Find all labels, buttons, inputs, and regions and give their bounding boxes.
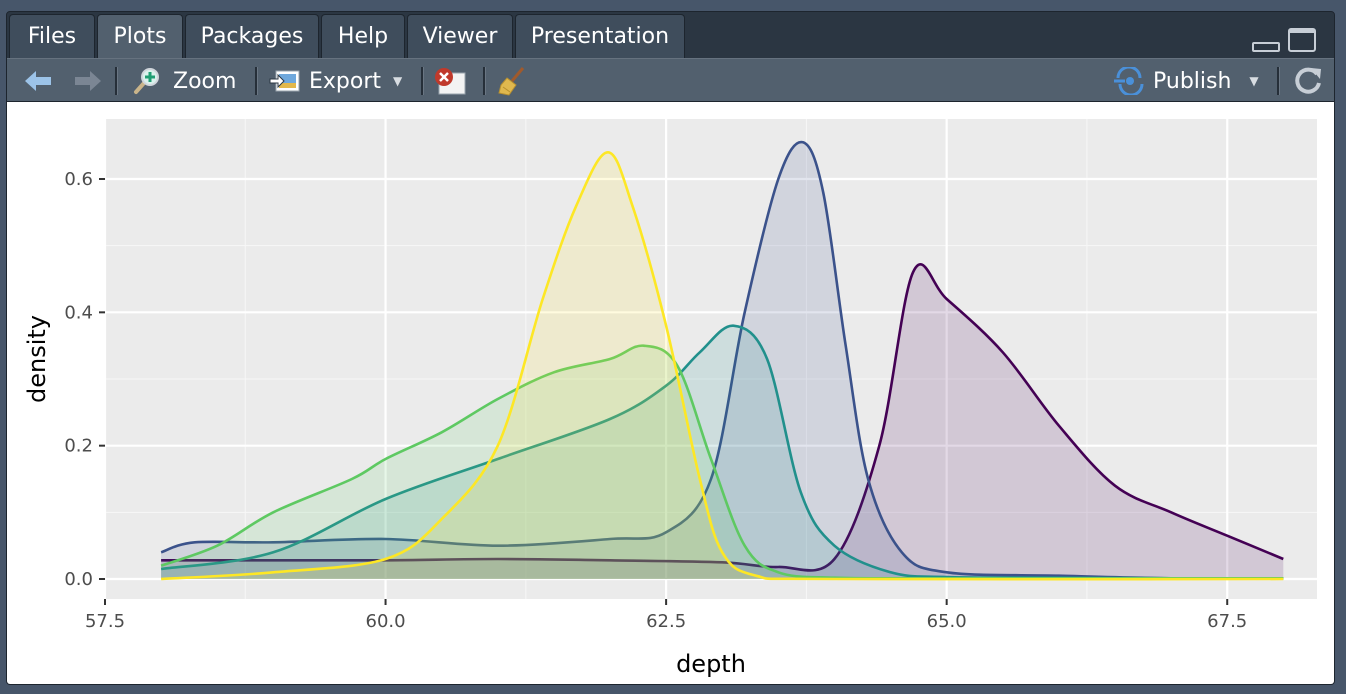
tab-label: Packages xyxy=(200,24,304,49)
export-label: Export xyxy=(309,68,382,94)
y-tick-label: 0.4 xyxy=(64,302,93,323)
density-area xyxy=(161,325,1284,579)
tab-label: Help xyxy=(337,24,389,49)
plots-pane: Files Plots Packages Help Viewer Present… xyxy=(6,11,1335,685)
tab-viewer[interactable]: Viewer xyxy=(407,14,513,58)
y-tick-label: 0.0 xyxy=(64,569,93,590)
density-area xyxy=(161,264,1284,579)
toolbar-separator xyxy=(115,67,118,95)
tab-bar: Files Plots Packages Help Viewer Present… xyxy=(7,12,1334,58)
forward-arrow-icon xyxy=(75,71,101,91)
publish-icon xyxy=(1114,67,1144,95)
export-button[interactable]: Export ▼ xyxy=(269,59,402,103)
refresh-icon xyxy=(1295,67,1321,94)
y-tick-label: 0.2 xyxy=(64,436,93,457)
publish-label: Publish xyxy=(1153,68,1232,94)
tab-presentation[interactable]: Presentation xyxy=(515,14,685,58)
back-arrow-icon xyxy=(25,71,51,91)
tab-label: Files xyxy=(27,24,77,49)
toolbar-separator xyxy=(1277,67,1280,95)
x-tick-label: 67.5 xyxy=(1207,611,1247,632)
density-line xyxy=(161,263,1284,572)
y-tick-label: 0.6 xyxy=(64,169,93,190)
toolbar-separator xyxy=(421,67,424,95)
tab-label: Viewer xyxy=(422,24,498,49)
back-button[interactable] xyxy=(23,59,53,103)
zoom-icon xyxy=(134,68,159,94)
refresh-button[interactable] xyxy=(1293,59,1323,103)
tab-files[interactable]: Files xyxy=(9,14,95,58)
clear-plots-button[interactable] xyxy=(497,59,527,103)
density-line xyxy=(161,150,1284,581)
zoom-button[interactable]: Zoom xyxy=(131,59,236,103)
tab-label: Plots xyxy=(113,24,167,49)
export-image-icon xyxy=(269,70,300,92)
x-tick-label: 65.0 xyxy=(927,611,967,632)
chevron-down-icon: ▼ xyxy=(393,74,403,88)
y-axis-title: density xyxy=(23,315,51,403)
publish-button[interactable]: Publish ▼ xyxy=(1113,59,1259,103)
chevron-down-icon: ▼ xyxy=(1249,74,1259,88)
zoom-label: Zoom xyxy=(173,68,237,94)
minimize-pane-button[interactable] xyxy=(1252,42,1280,52)
maximize-pane-button[interactable] xyxy=(1288,28,1316,52)
density-line xyxy=(160,140,1284,580)
tab-packages[interactable]: Packages xyxy=(185,14,319,58)
remove-plot-icon xyxy=(435,68,466,95)
tab-label: Presentation xyxy=(530,24,670,49)
x-axis-title: depth xyxy=(676,650,746,678)
remove-plot-button[interactable] xyxy=(433,59,467,103)
tab-plots[interactable]: Plots xyxy=(97,14,183,58)
plot-viewer: 57.5 60.0 62.5 65.0 67.5 0.0 0.2 0.4 0.6 depth den… xyxy=(7,102,1334,684)
x-tick-label: 62.5 xyxy=(646,611,686,632)
x-tick-label: 57.5 xyxy=(85,611,125,632)
plots-toolbar: Zoom Export ▼ xyxy=(7,58,1334,102)
forward-button[interactable] xyxy=(73,59,103,103)
toolbar-separator xyxy=(483,67,486,95)
broom-icon xyxy=(498,67,525,96)
density-plot: 57.5 60.0 62.5 65.0 67.5 0.0 0.2 0.4 0.6 depth den… xyxy=(23,119,1317,678)
tab-help[interactable]: Help xyxy=(321,14,405,58)
x-tick-label: 60.0 xyxy=(366,611,406,632)
toolbar-separator xyxy=(255,67,258,95)
